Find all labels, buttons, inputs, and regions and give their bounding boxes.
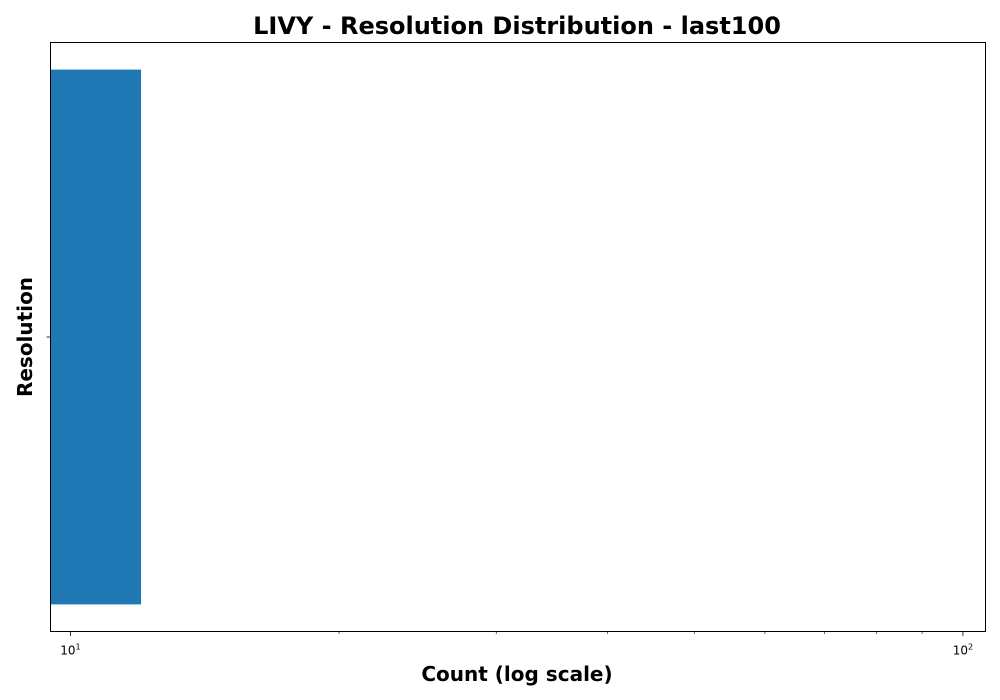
plot-area-frame	[50, 42, 986, 632]
x-axis-label: Count (log scale)	[421, 662, 612, 686]
x-tick-label: 101	[60, 643, 80, 658]
x-axis-ticks: 101 102	[60, 631, 973, 658]
chart-title: LIVY - Resolution Distribution - last100	[253, 12, 781, 40]
y-axis-label: Resolution	[13, 277, 37, 397]
bars-group	[50, 69, 142, 605]
x-tick-label: 102	[953, 643, 973, 658]
bar	[50, 69, 142, 605]
